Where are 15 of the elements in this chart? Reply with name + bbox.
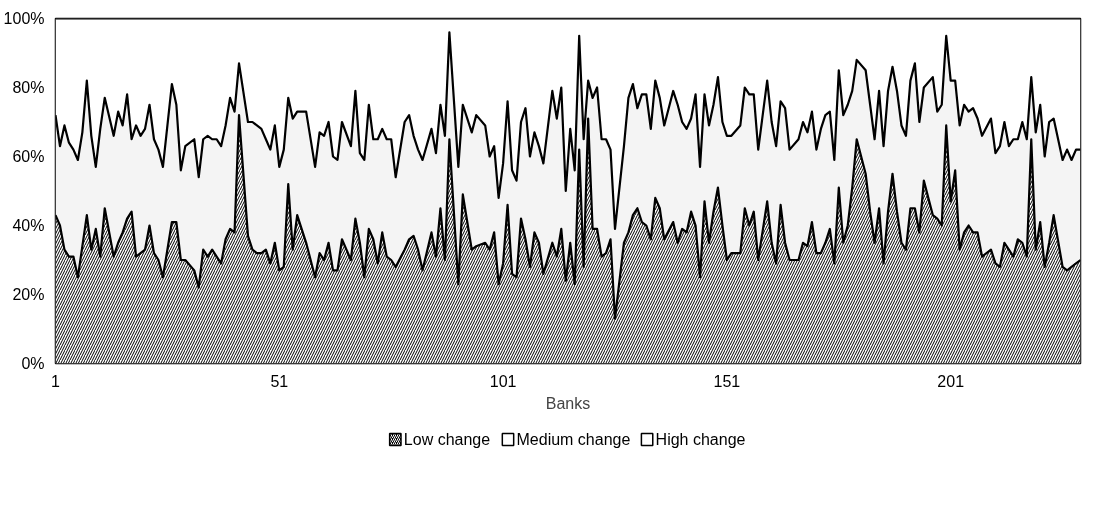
y-tick-label: 0% — [21, 355, 45, 372]
y-tick-label: 60% — [12, 148, 45, 165]
y-tick-label: 40% — [12, 217, 45, 234]
x-tick-label: 1 — [51, 372, 61, 390]
legend-label: Medium change — [516, 431, 631, 448]
legend-label: Low change — [403, 431, 491, 448]
y-tick-label: 100% — [3, 10, 45, 27]
x-tick-label: 101 — [489, 372, 517, 390]
y-tick-label: 80% — [12, 79, 45, 96]
x-tick-label: 51 — [270, 372, 289, 390]
x-axis-title: Banks — [545, 394, 591, 412]
x-tick-label: 201 — [937, 372, 965, 390]
x-tick-label: 151 — [713, 372, 741, 390]
y-tick-label: 20% — [12, 286, 45, 303]
legend-label: High change — [655, 431, 746, 448]
